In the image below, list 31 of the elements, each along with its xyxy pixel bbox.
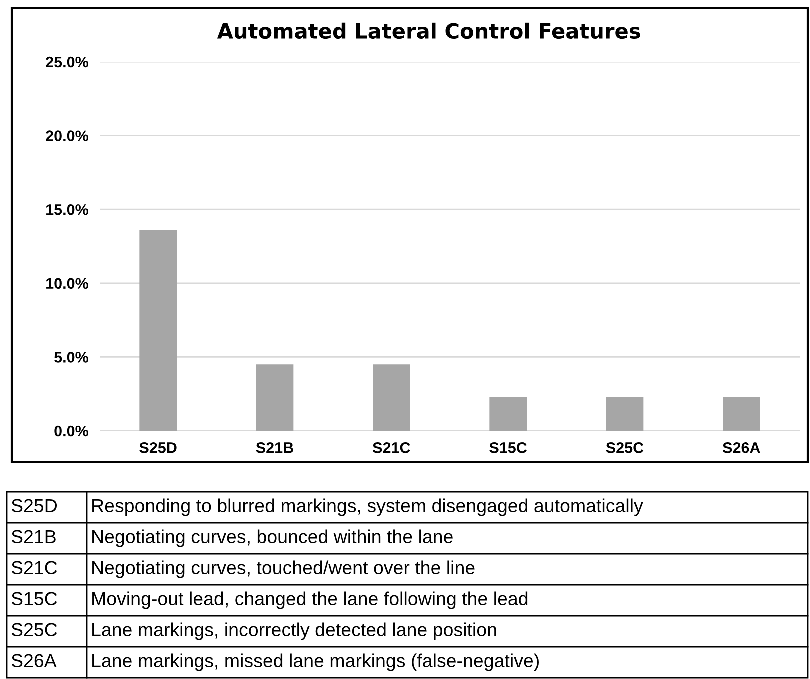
y-tick-label: 5.0% [54,352,88,363]
bar [606,397,644,431]
text: S25C [12,623,58,637]
y-tick-label: 25.0% [46,56,88,68]
text: Moving-out lead, changed the lane following the lead [92,592,528,610]
y-tick-label: 15.0% [46,204,88,216]
x-tick-label: S26A [723,442,760,454]
text: Negotiating curves, bounced within the lane [92,530,453,548]
x-tick-label: S15C [490,442,528,454]
bar [256,364,294,431]
text: S26A [12,654,57,668]
y-tick-label: 10.0% [46,278,88,290]
text: Lane markings, missed lane markings (false-negative) [92,654,539,672]
x-tick-label: S21B [256,442,294,454]
text: S25D [12,499,58,513]
x-tick-label: S25C [606,442,644,454]
bar [723,397,760,431]
x-tick-label: S25D [140,442,177,454]
x-tick-label: S21C [373,442,410,454]
text: S15C [12,592,58,606]
bar [373,364,410,431]
bar [140,230,177,431]
text: S21C [12,561,58,575]
y-tick-label: 20.0% [46,130,88,142]
text: Responding to blurred markings, system disengaged automatically [92,498,644,516]
chart-title: Automated Lateral Control Features [217,22,640,40]
text: S21B [12,530,56,544]
bar [490,397,527,431]
y-tick-label: 0.0% [54,426,88,437]
text: Lane markings, incorrectly detected lane position [92,622,496,640]
text: Negotiating curves, touched/went over the line [92,560,475,578]
